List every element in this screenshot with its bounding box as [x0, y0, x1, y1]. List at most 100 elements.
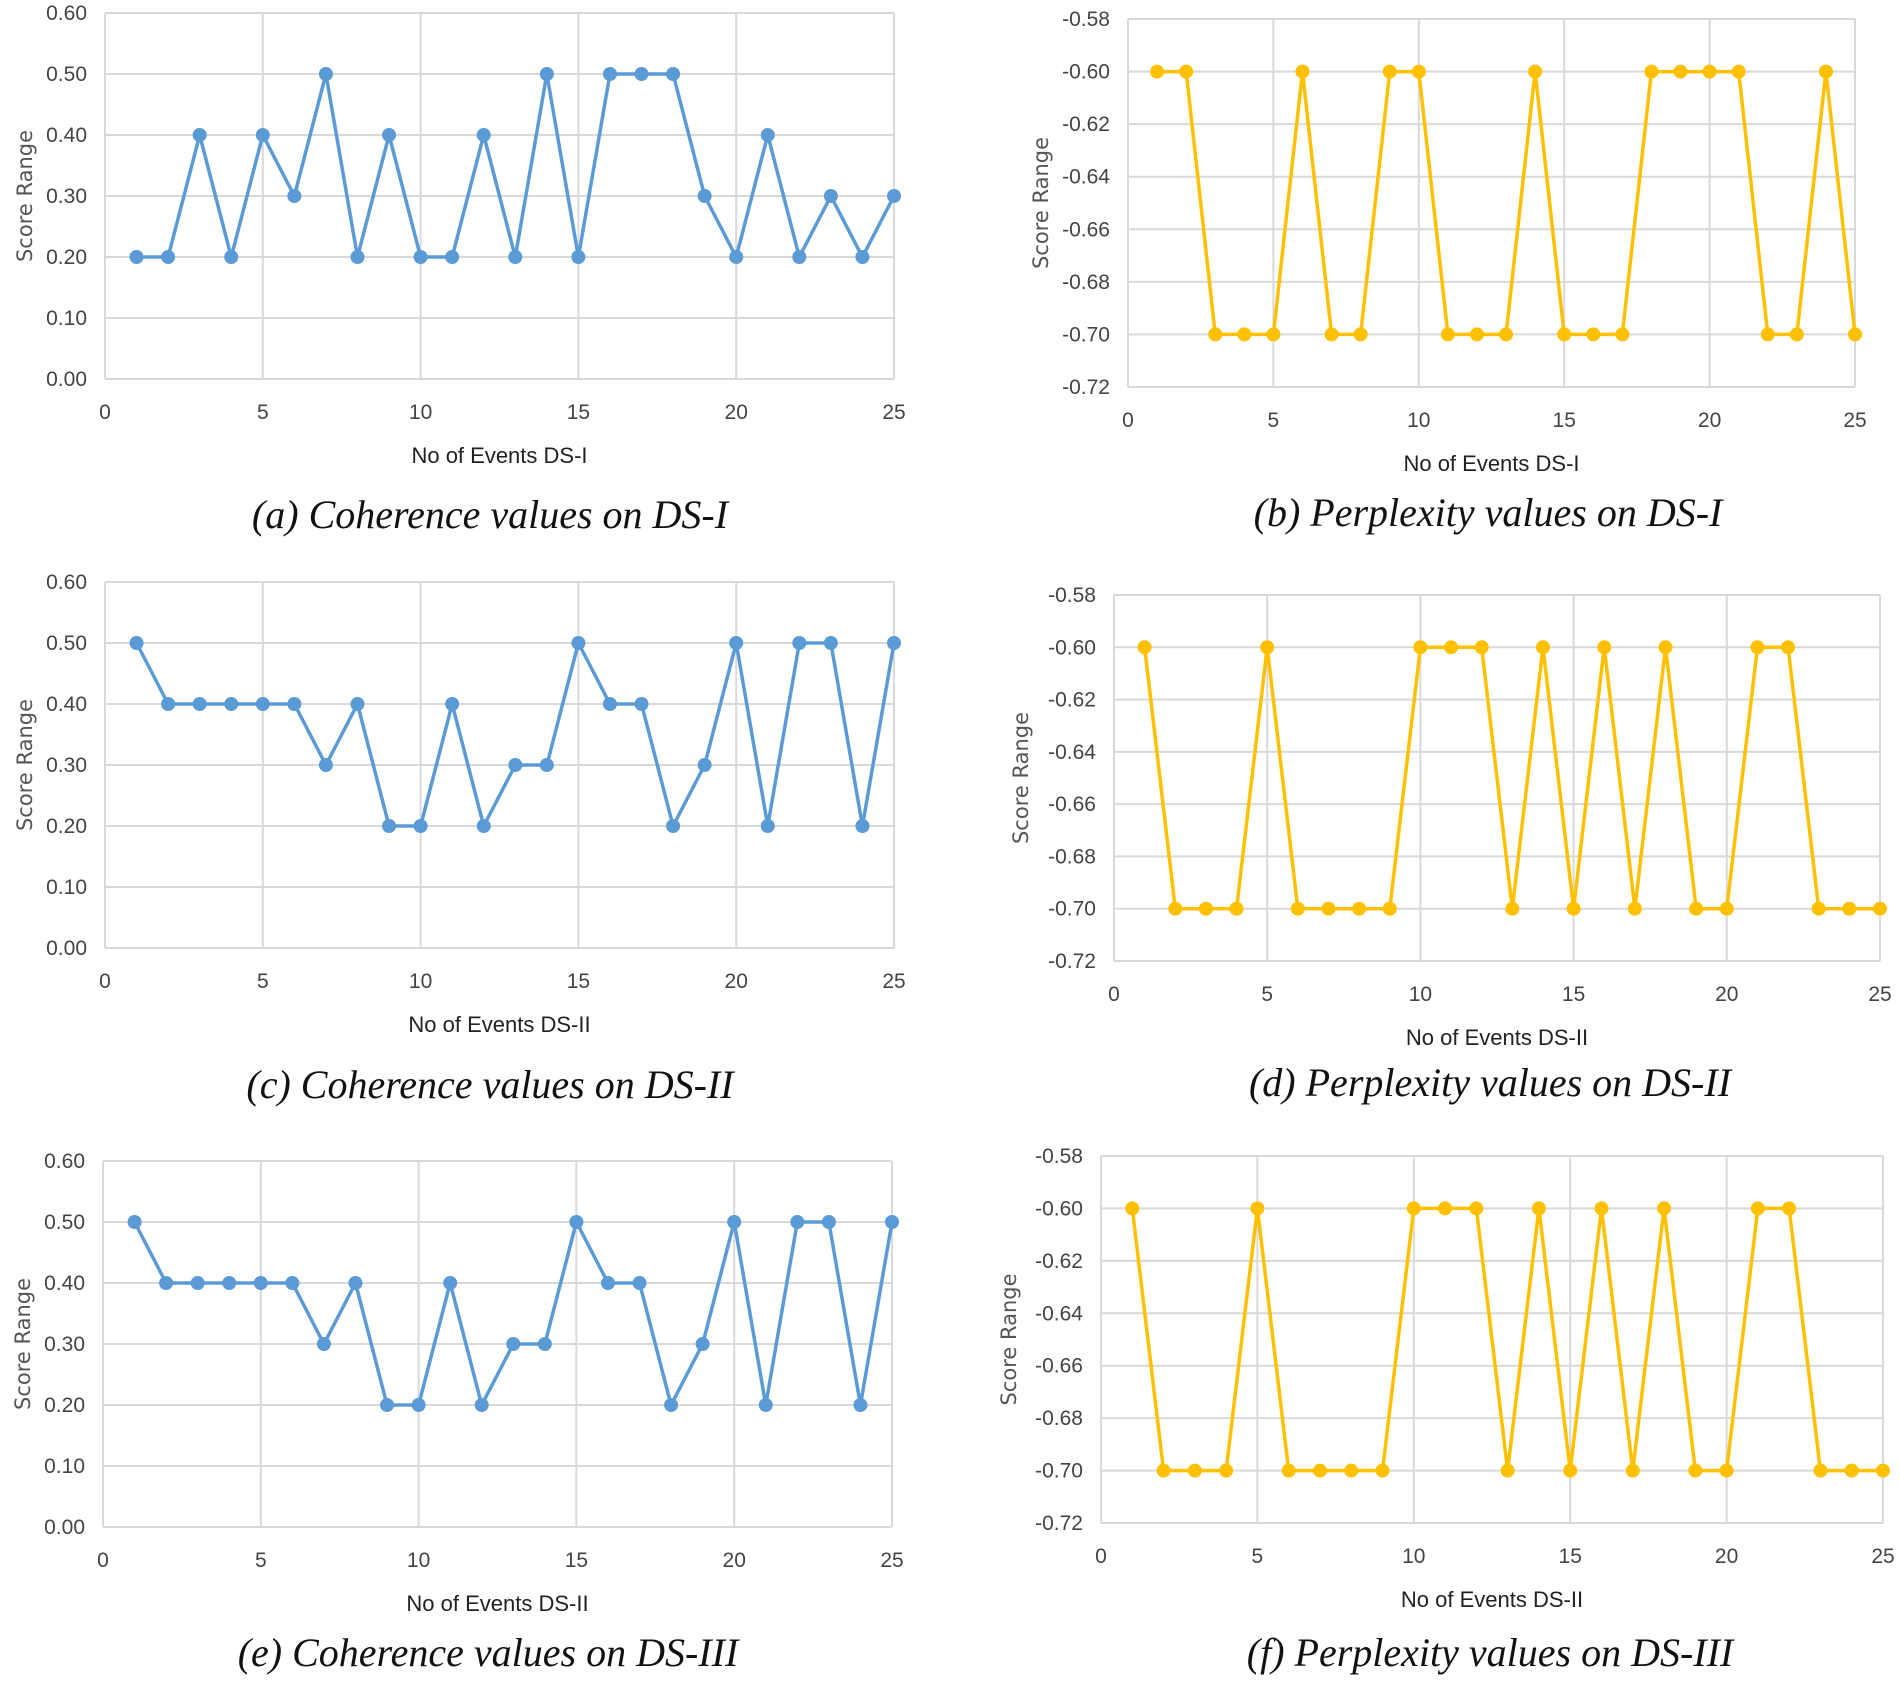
y-tick-label: -0.66: [1035, 1355, 1083, 1378]
data-point: [1644, 64, 1659, 79]
series-line: [135, 641, 896, 828]
data-point: [537, 1337, 552, 1351]
data-point: [1594, 1201, 1609, 1216]
y-tick-label: -0.60: [1048, 636, 1096, 659]
data-point: [758, 1398, 773, 1412]
x-tick-label: 15: [1562, 983, 1585, 1006]
data-point: [159, 1276, 174, 1290]
y-tick-label: -0.72: [1035, 1512, 1083, 1535]
chart-caption: (b) Perplexity values on DS-I: [1254, 490, 1724, 535]
data-point: [380, 1398, 395, 1412]
x-tick-label: 5: [1268, 409, 1280, 432]
x-tick-label: 25: [1868, 983, 1891, 1006]
data-point: [474, 1398, 489, 1412]
data-point: [729, 636, 744, 650]
chart-panel-b: -0.72 -0.70 -0.68 -0.66 -0.64 -0.62 -0.60 -0.58…: [1029, 8, 1867, 535]
data-point: [1469, 1201, 1484, 1216]
x-tick-label: 25: [1871, 1545, 1894, 1568]
data-point: [508, 758, 523, 772]
data-point: [792, 636, 807, 650]
y-tick-label: 0.20: [46, 246, 87, 269]
data-point: [1382, 901, 1397, 916]
x-tick-label: 5: [255, 1549, 267, 1572]
data-point: [855, 250, 870, 264]
data-point: [1535, 640, 1550, 655]
data-point: [1848, 327, 1862, 342]
x-tick-label: 20: [723, 1549, 746, 1572]
data-point: [1563, 1463, 1578, 1478]
y-tick-label: 0.50: [46, 632, 87, 655]
data-point: [348, 1276, 363, 1290]
data-point: [1689, 901, 1704, 916]
y-tick-label: 0.30: [46, 754, 87, 777]
data-point: [443, 1276, 458, 1290]
y-tick-label: 0.50: [44, 1211, 85, 1234]
data-point: [1469, 327, 1484, 342]
x-axis-title: No of Events DS-II: [1401, 1587, 1583, 1612]
data-point: [664, 1398, 679, 1412]
data-point: [1688, 1463, 1703, 1478]
chart-caption: (f) Perplexity values on DS-III: [1247, 1630, 1735, 1675]
data-point: [255, 697, 270, 711]
y-tick-label: 0.00: [44, 1516, 85, 1539]
chart-panel-c: 0.00 0.10 0.20 0.30 0.40 0.50 0.60 0 5 10 15 20 25 No…: [13, 571, 906, 1107]
y-tick-label: 0.10: [46, 307, 87, 330]
data-point: [1187, 1463, 1202, 1478]
data-point: [1789, 327, 1804, 342]
data-point: [1813, 1463, 1828, 1478]
data-point: [602, 67, 617, 81]
data-point: [602, 697, 617, 711]
data-point: [1731, 64, 1746, 79]
data-point: [1876, 1463, 1890, 1478]
data-point: [790, 1215, 805, 1229]
y-tick-label: 0.30: [44, 1333, 85, 1356]
data-point: [287, 697, 302, 711]
data-point: [382, 128, 397, 142]
data-point: [161, 697, 176, 711]
data-point: [1657, 1201, 1672, 1216]
data-point: [411, 1398, 426, 1412]
y-tick-label: -0.72: [1048, 950, 1096, 973]
data-point: [1566, 901, 1581, 916]
x-tick-label: 20: [725, 401, 748, 424]
data-point: [127, 1215, 142, 1229]
data-point: [445, 697, 460, 711]
data-point: [285, 1276, 300, 1290]
data-point: [1179, 64, 1194, 79]
data-point: [1375, 1463, 1390, 1478]
y-axis-title: Score Range: [13, 130, 37, 262]
data-point: [445, 250, 460, 264]
y-tick-label: 0.30: [46, 185, 87, 208]
data-point: [539, 758, 554, 772]
data-point: [887, 189, 901, 203]
series-line: [133, 1220, 894, 1407]
data-point: [1237, 327, 1252, 342]
data-point: [1406, 1201, 1421, 1216]
data-point: [1219, 1463, 1234, 1478]
data-point: [1156, 1463, 1171, 1478]
y-tick-label: 0.50: [46, 63, 87, 86]
y-tick-label: -0.68: [1062, 271, 1110, 294]
data-point: [1440, 327, 1455, 342]
x-tick-label: 5: [257, 401, 269, 424]
y-tick-label: 0.00: [46, 368, 87, 391]
y-axis-title: Score Range: [13, 699, 37, 831]
data-point: [1818, 64, 1833, 79]
x-tick-label: 20: [1698, 409, 1721, 432]
x-tick-label: 15: [567, 970, 590, 993]
data-point: [695, 1337, 710, 1351]
data-point: [316, 1337, 331, 1351]
y-tick-label: -0.66: [1062, 218, 1110, 241]
data-point: [666, 819, 681, 833]
data-point: [760, 128, 775, 142]
data-point: [1250, 1201, 1265, 1216]
data-point: [1627, 901, 1642, 916]
data-point: [1444, 640, 1459, 655]
chart-panel-e: 0.00 0.10 0.20 0.30 0.40 0.50 0.60 0 5 10 15 20 25 No…: [11, 1150, 904, 1675]
y-tick-label: -0.64: [1062, 166, 1110, 189]
data-point: [1750, 1201, 1765, 1216]
data-point: [821, 1215, 836, 1229]
x-tick-label: 15: [565, 1549, 588, 1572]
data-point: [729, 250, 744, 264]
x-tick-label: 15: [1553, 409, 1576, 432]
